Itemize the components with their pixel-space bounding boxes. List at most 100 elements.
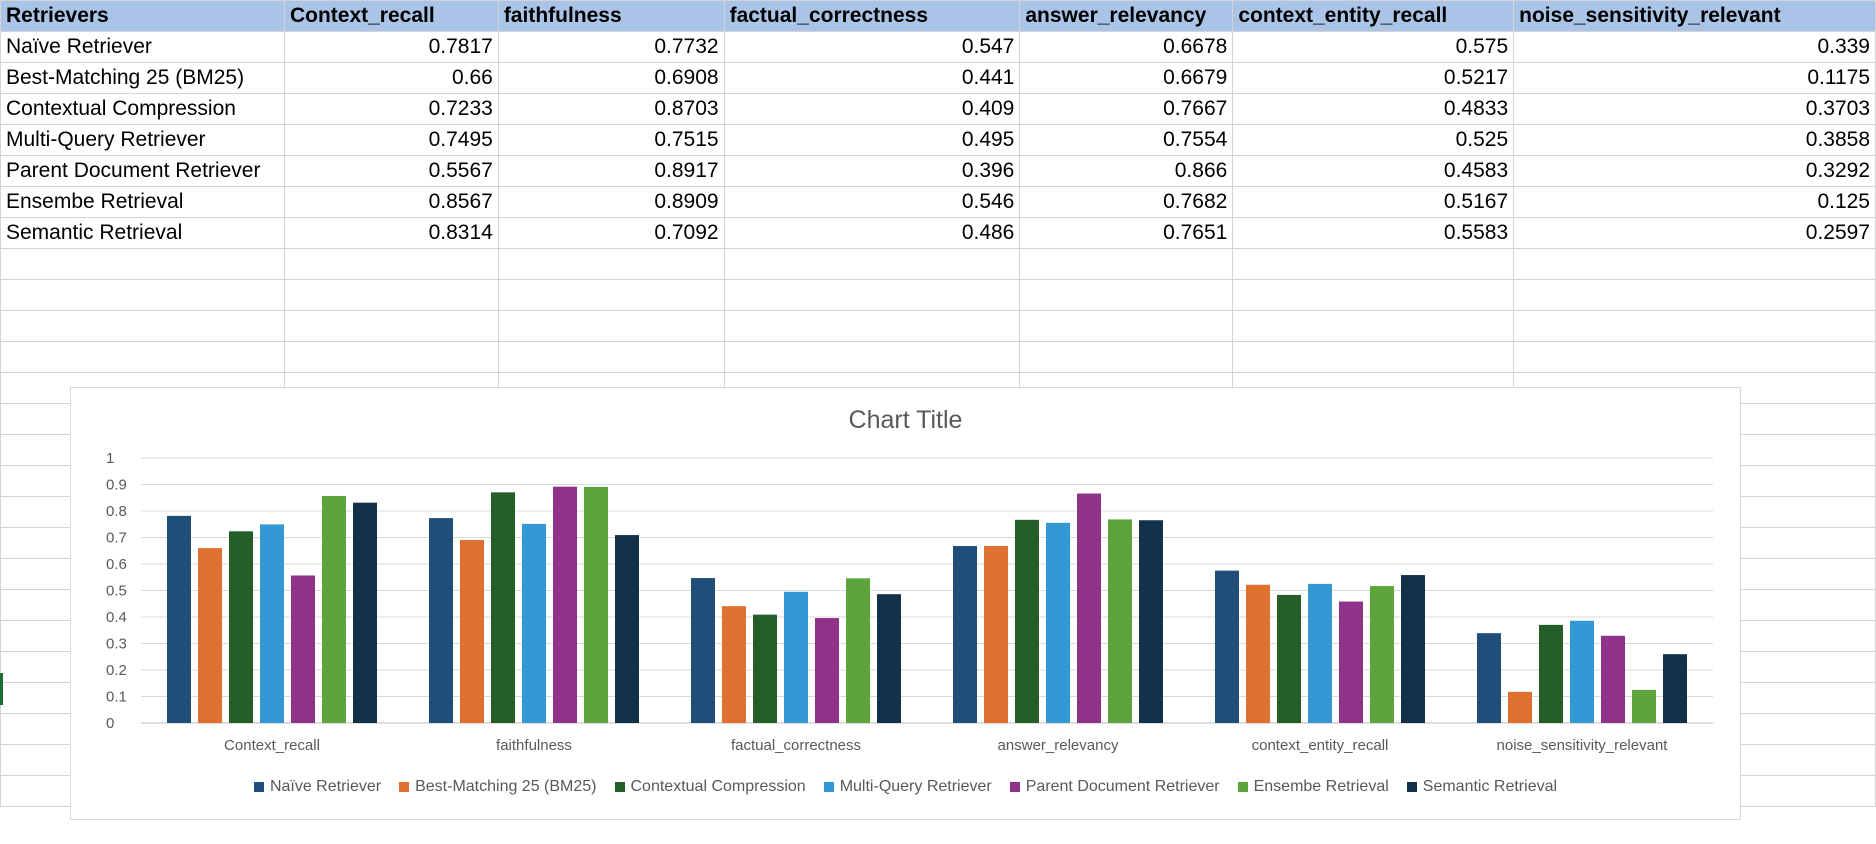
chart-title[interactable]: Chart Title (848, 406, 963, 434)
value-cell[interactable]: faithfulness (497, 0, 725, 32)
value-cell[interactable]: 0.3292 (1513, 155, 1876, 187)
value-cell[interactable]: 0.8314 (283, 217, 499, 249)
value-cell[interactable]: 0.66 (283, 62, 499, 94)
value-cell[interactable]: 0.7092 (497, 217, 725, 249)
value-cell[interactable]: answer_relevancy (1019, 0, 1234, 32)
value-cell[interactable]: 0.8909 (497, 186, 725, 218)
value-cell[interactable]: 0.5567 (283, 155, 499, 187)
value-cell[interactable]: 0.7682 (1019, 186, 1234, 218)
value-cell[interactable]: 0.441 (723, 62, 1021, 94)
value-cell[interactable]: 0.7732 (497, 31, 725, 63)
empty-cell[interactable] (1513, 248, 1876, 280)
value-cell[interactable]: 0.339 (1513, 31, 1876, 63)
legend-item[interactable]: Contextual Compression (614, 778, 806, 796)
value-cell[interactable]: 0.7495 (283, 124, 499, 156)
chart-legend[interactable]: Naïve Retriever Best-Matching 25 (BM25) Co… (71, 778, 1740, 796)
empty-cell[interactable] (497, 279, 725, 311)
empty-cell[interactable] (283, 341, 499, 373)
row-label-cell[interactable]: Ensembe Retrieval (0, 186, 285, 218)
empty-cell[interactable] (497, 341, 725, 373)
value-cell[interactable]: factual_correctness (723, 0, 1021, 32)
value-cell[interactable]: 0.5583 (1232, 217, 1515, 249)
value-cell[interactable]: 0.547 (723, 31, 1021, 63)
value-cell[interactable]: 0.6679 (1019, 62, 1234, 94)
row-label-cell[interactable]: Retrievers (0, 0, 285, 32)
value-cell[interactable]: 0.7651 (1019, 217, 1234, 249)
value-cell[interactable]: 0.5217 (1232, 62, 1515, 94)
empty-cell[interactable] (1232, 341, 1515, 373)
value-cell[interactable]: 0.495 (723, 124, 1021, 156)
row-label-cell[interactable]: Naïve Retriever (0, 31, 285, 63)
y-tick-label: 0.6 (106, 556, 127, 573)
empty-cell[interactable] (1232, 310, 1515, 342)
legend-label: Parent Document Retriever (1025, 778, 1220, 795)
value-cell[interactable]: 0.8917 (497, 155, 725, 187)
value-cell[interactable]: 0.8703 (497, 93, 725, 125)
value-cell[interactable]: 0.125 (1513, 186, 1876, 218)
empty-cell[interactable] (723, 279, 1021, 311)
value-cell[interactable]: 0.4583 (1232, 155, 1515, 187)
empty-cell[interactable] (1513, 341, 1876, 373)
value-cell[interactable]: context_entity_recall (1232, 0, 1515, 32)
legend-item[interactable]: Ensembe Retrieval (1237, 778, 1389, 796)
empty-cell[interactable] (723, 310, 1021, 342)
empty-cell[interactable] (283, 248, 499, 280)
value-cell[interactable]: 0.7817 (283, 31, 499, 63)
empty-cell[interactable] (497, 310, 725, 342)
value-cell[interactable]: 0.486 (723, 217, 1021, 249)
empty-cell[interactable] (1019, 341, 1234, 373)
value-cell[interactable]: 0.6678 (1019, 31, 1234, 63)
legend-item[interactable]: Parent Document Retriever (1009, 778, 1220, 796)
empty-cell[interactable] (1232, 279, 1515, 311)
empty-cell[interactable] (1513, 310, 1876, 342)
legend-item[interactable]: Naïve Retriever (253, 778, 381, 796)
value-cell[interactable]: 0.525 (1232, 124, 1515, 156)
value-cell[interactable]: 0.575 (1232, 31, 1515, 63)
value-cell[interactable]: 0.5167 (1232, 186, 1515, 218)
empty-cell[interactable] (723, 341, 1021, 373)
value-cell[interactable]: 0.3858 (1513, 124, 1876, 156)
row-label-cell[interactable]: Best-Matching 25 (BM25) (0, 62, 285, 94)
row-label-cell[interactable]: Contextual Compression (0, 93, 285, 125)
value-cell[interactable]: 0.546 (723, 186, 1021, 218)
legend-item[interactable]: Semantic Retrieval (1406, 778, 1557, 796)
value-cell[interactable]: Context_recall (283, 0, 499, 32)
value-cell[interactable]: noise_sensitivity_relevant (1513, 0, 1876, 32)
value-cell[interactable]: 0.8567 (283, 186, 499, 218)
empty-cell[interactable] (497, 248, 725, 280)
empty-cell[interactable] (1019, 248, 1234, 280)
value-cell[interactable]: 0.409 (723, 93, 1021, 125)
empty-cell[interactable] (0, 310, 285, 342)
row-label-cell[interactable]: Parent Document Retriever (0, 155, 285, 187)
value-cell[interactable]: 0.396 (723, 155, 1021, 187)
empty-cell[interactable] (1019, 310, 1234, 342)
table-row: Parent Document Retriever 0.5567 0.8917 0.3… (0, 155, 1876, 187)
x-tick-label: answer_relevancy (998, 737, 1119, 754)
value-cell[interactable]: 0.1175 (1513, 62, 1876, 94)
legend-item[interactable]: Best-Matching 25 (BM25) (399, 778, 597, 796)
chart[interactable]: Chart Title 0 0.1 0.2 0.3 0.4 0.5 0.6 0.7 0.8 0.9… (70, 387, 1741, 820)
value-cell[interactable]: 0.6908 (497, 62, 725, 94)
empty-cell[interactable] (0, 279, 285, 311)
bar (1508, 691, 1532, 723)
empty-cell[interactable] (0, 248, 285, 280)
empty-cell[interactable] (0, 341, 285, 373)
value-cell[interactable]: 0.7667 (1019, 93, 1234, 125)
row-label-cell[interactable]: Multi-Query Retriever (0, 124, 285, 156)
legend-item[interactable]: Multi-Query Retriever (823, 778, 992, 796)
value-cell[interactable]: 0.7233 (283, 93, 499, 125)
value-cell[interactable]: 0.7554 (1019, 124, 1234, 156)
empty-cell[interactable] (1019, 279, 1234, 311)
value-cell[interactable]: 0.3703 (1513, 93, 1876, 125)
empty-cell[interactable] (283, 310, 499, 342)
value-cell[interactable]: 0.2597 (1513, 217, 1876, 249)
value-cell[interactable]: 0.7515 (497, 124, 725, 156)
empty-cell[interactable] (1513, 279, 1876, 311)
value-cell[interactable]: 0.4833 (1232, 93, 1515, 125)
value-cell[interactable]: 0.866 (1019, 155, 1234, 187)
empty-cell[interactable] (283, 279, 499, 311)
empty-cell[interactable] (1232, 248, 1515, 280)
row-label-cell[interactable]: Semantic Retrieval (0, 217, 285, 249)
empty-cell[interactable] (723, 248, 1021, 280)
